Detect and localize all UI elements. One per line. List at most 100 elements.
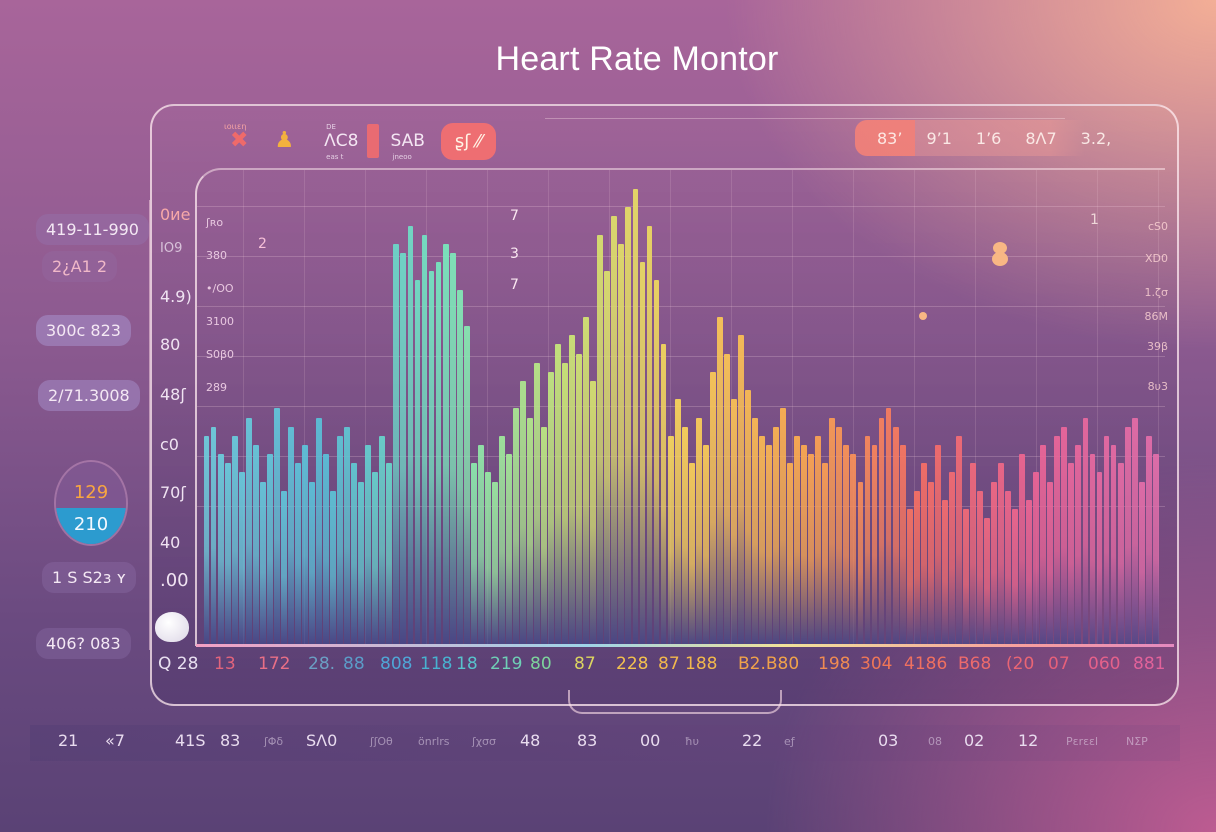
bar — [941, 499, 948, 646]
bar — [477, 444, 484, 646]
bar — [534, 362, 540, 646]
stat-b[interactable]: SAB jneoo — [387, 131, 429, 161]
y-tick: 4.9) — [160, 287, 192, 306]
bar — [1096, 472, 1103, 646]
gridline — [197, 356, 1165, 357]
gridline — [197, 206, 1165, 207]
side-stat[interactable]: 419-11-990 — [36, 214, 149, 245]
side-stat[interactable]: 300с 823 — [36, 315, 131, 346]
bar — [245, 417, 252, 646]
bar — [660, 344, 667, 646]
bar — [752, 417, 758, 646]
bar — [1033, 472, 1040, 646]
bar — [484, 472, 491, 646]
stat-a-value: ΛC8 — [324, 131, 359, 151]
bar — [646, 225, 653, 646]
bar — [316, 417, 322, 646]
bar — [337, 435, 344, 646]
gridline — [365, 170, 366, 646]
bar — [878, 417, 885, 646]
bar — [512, 408, 519, 646]
summary-value: 12 — [1018, 731, 1039, 750]
bar — [463, 326, 470, 646]
gridline — [975, 170, 976, 646]
bar — [273, 408, 280, 646]
bar — [808, 454, 815, 646]
side-stat[interactable]: 2/71.3008 — [38, 380, 140, 411]
x-tick: 4186 — [904, 654, 948, 674]
bar — [730, 399, 737, 646]
bar — [1145, 435, 1152, 646]
bar — [442, 243, 449, 646]
y-tick: 380 — [206, 249, 227, 262]
bar — [400, 253, 407, 646]
side-stat[interactable]: 1 S S2з ʏ — [42, 562, 137, 593]
x-tick: 118 — [420, 654, 453, 674]
x-tick: 07 — [1048, 654, 1070, 674]
y-tick: 3100 — [206, 315, 234, 328]
x-axis-labels: Q 28 13 172 28. 88 808 118 18 219 80 87 228 87 188 B2… — [158, 654, 1178, 680]
bar — [541, 426, 547, 646]
bar — [470, 463, 477, 646]
bar — [695, 417, 702, 646]
marker-icon — [992, 252, 1008, 266]
y-tick: .00 — [160, 570, 189, 591]
stat-b-sub: jneoo — [392, 153, 412, 161]
bar — [871, 444, 878, 646]
summary-value: 22 — [742, 731, 763, 750]
side-stat[interactable]: 2¿A1 2 — [42, 251, 118, 282]
x-tick: Q 28 — [158, 654, 199, 674]
gauge-top-value: 129 — [73, 482, 109, 503]
tools-icon[interactable]: ✖ ιοιιεη — [224, 122, 248, 152]
bar — [1019, 454, 1026, 646]
bar — [1117, 463, 1124, 646]
stats-pill[interactable]: 83’ 9’1 1’6 8Λ7 3.2, — [855, 120, 1165, 156]
bar — [611, 216, 618, 646]
x-tick: 87 188 — [658, 654, 718, 674]
bar — [583, 317, 590, 646]
y-tick: 48ʃ — [160, 385, 186, 404]
bar — [435, 262, 442, 646]
bar — [386, 463, 393, 646]
gridline — [914, 170, 915, 646]
y-tick: ΙΟ9 — [160, 241, 183, 256]
bar — [1005, 490, 1011, 646]
summary-value: 21 — [58, 731, 79, 750]
bar — [913, 490, 920, 646]
bar — [709, 371, 716, 646]
bar — [794, 435, 801, 646]
gridline — [197, 256, 1165, 257]
bar — [857, 481, 864, 646]
scroll-knob[interactable] — [155, 612, 189, 642]
gridline — [197, 456, 1165, 457]
summary-value: ΝΣP — [1126, 735, 1148, 748]
bar — [1012, 508, 1019, 646]
bar — [920, 463, 927, 646]
x-tick: (20 — [1006, 654, 1035, 674]
chart-annotation: 7 — [510, 208, 519, 224]
bar — [379, 435, 386, 646]
x-tick: 808 — [380, 654, 413, 674]
bar — [688, 463, 695, 646]
bar — [1054, 435, 1061, 646]
bar — [527, 417, 533, 646]
bar — [358, 481, 365, 646]
bar — [1089, 454, 1096, 646]
bar — [632, 189, 639, 646]
stat-a[interactable]: DE ΛC8 eas t — [320, 123, 362, 161]
frame-bottom-tab — [568, 690, 782, 714]
bar — [1138, 481, 1145, 646]
bar — [702, 444, 709, 646]
gridline — [1097, 170, 1098, 646]
active-metric-pill[interactable]: ʂʃ ⁄⁄ — [440, 122, 497, 160]
x-tick: 881 — [1133, 654, 1166, 674]
gridline — [487, 170, 488, 646]
bar — [548, 371, 554, 646]
gridline — [304, 170, 305, 646]
user-icon[interactable]: ♟ — [274, 128, 295, 153]
side-stat[interactable]: 406? 083 — [36, 628, 131, 659]
frame-divider — [545, 118, 1065, 119]
stat-value: 83’ — [877, 128, 903, 148]
gridline — [197, 506, 1165, 507]
bar — [287, 426, 294, 646]
